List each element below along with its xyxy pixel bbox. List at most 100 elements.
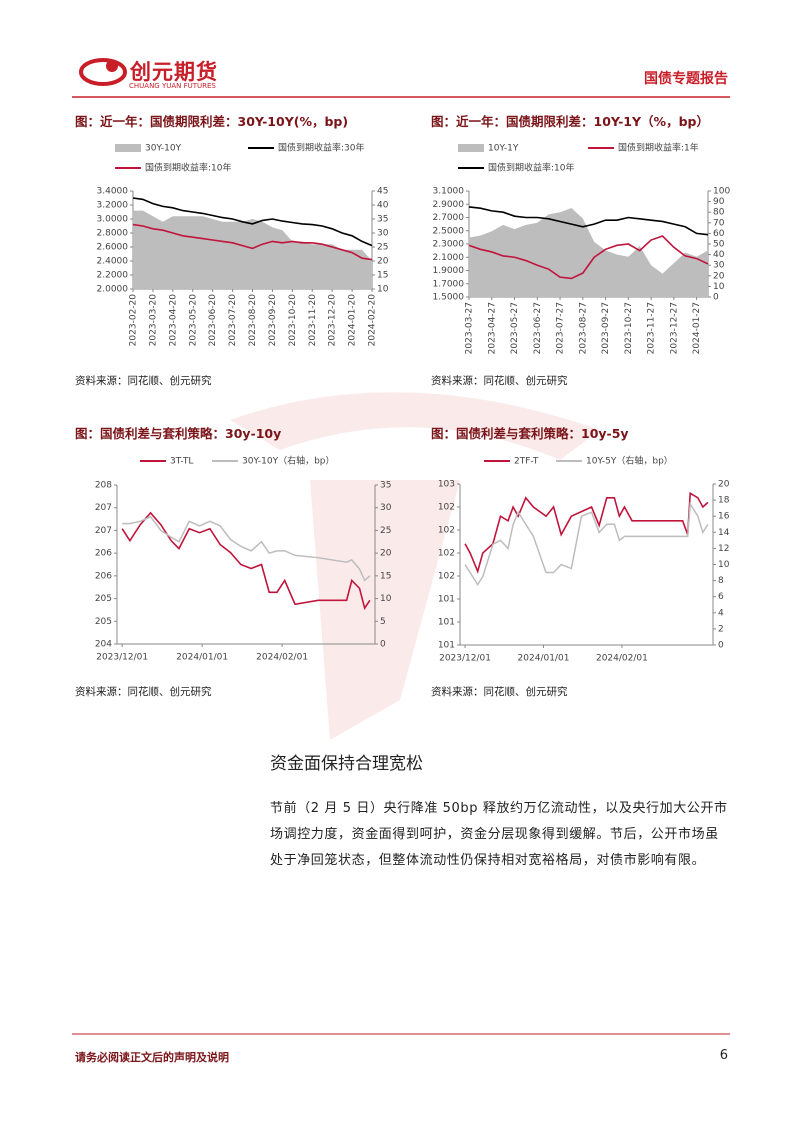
legend-label: 3T-TL (170, 457, 193, 467)
x-tick-label: 2023-04-20 (168, 294, 178, 347)
x-tick-label: 2023-07-27 (556, 302, 566, 354)
y2-tick-label: 35 (377, 215, 388, 225)
y-tick-label: 2.1000 (433, 253, 465, 263)
y2-tick-label: 20 (380, 549, 392, 559)
legend-label: 国债到期收益率:10年 (488, 162, 575, 174)
chart-title: 图：国债利差与套利策略：30y-10y (75, 426, 282, 441)
y-tick-label: 2.8000 (97, 229, 129, 239)
y-tick-label: 206 (95, 549, 112, 559)
x-tick-label: 2023-08-20 (248, 294, 258, 347)
x-tick-label: 2023-06-20 (208, 294, 218, 347)
y-tick-label: 207 (95, 526, 112, 536)
y2-tick-label: 15 (380, 571, 391, 581)
y2-tick-label: 35 (380, 481, 391, 491)
x-tick-label: 2023-05-20 (188, 294, 198, 347)
x-tick-label: 2024/01/01 (518, 654, 570, 664)
line (464, 491, 709, 574)
line (132, 197, 373, 247)
chart-source: 资料来源：同花顺、创元研究 (431, 375, 568, 387)
legend-label: 10Y-1Y (488, 144, 519, 154)
x-tick-label: 2023-05-27 (510, 302, 520, 354)
x-tick-label: 2024/02/01 (256, 653, 308, 663)
page-number: 6 (719, 1048, 728, 1063)
y-tick-label: 205 (95, 594, 112, 604)
x-tick-label: 2023-12-20 (328, 294, 338, 347)
y2-tick-label: 90 (713, 197, 725, 207)
y2-tick-label: 30 (377, 229, 389, 239)
report-type: 国债专题报告 (644, 71, 728, 87)
logo-dot (106, 60, 118, 72)
x-tick-label: 2023/12/01 (96, 653, 148, 663)
y2-tick-label: 5 (380, 617, 386, 627)
y-tick-label: 1.9000 (433, 266, 465, 276)
chart-title: 图：国债利差与套利策略：10y-5y (431, 426, 629, 441)
y2-tick-label: 10 (718, 560, 730, 570)
y-tick-label: 206 (95, 571, 112, 581)
y-tick-label: 2.0000 (97, 285, 129, 295)
x-tick-label: 2023-03-20 (148, 294, 158, 347)
y-tick-label: 101 (438, 618, 455, 628)
y2-tick-label: 0 (713, 293, 719, 303)
line (132, 223, 373, 261)
chart-source: 资料来源：同花顺、创元研究 (75, 686, 212, 698)
y-tick-label: 102 (438, 526, 455, 536)
x-tick-label: 2023-08-27 (578, 302, 588, 354)
y2-tick-label: 40 (377, 201, 389, 211)
line (468, 235, 709, 280)
logo-mark (79, 58, 127, 86)
chart-source: 资料来源：同花顺、创元研究 (431, 686, 568, 698)
x-tick-label: 2024-02-20 (368, 294, 378, 347)
y2-tick-label: 30 (380, 503, 392, 513)
y2-tick-label: 80 (713, 208, 725, 218)
y-tick-label: 208 (95, 481, 112, 491)
y-tick-label: 2.5000 (433, 226, 465, 236)
x-tick-label: 2023-11-27 (647, 302, 657, 354)
line (464, 501, 709, 587)
y-tick-label: 101 (438, 641, 455, 651)
y2-tick-label: 20 (713, 271, 725, 281)
y-tick-label: 102 (438, 503, 455, 513)
section-title: 资金面保持合理宽松 (270, 754, 423, 774)
y2-tick-label: 2 (718, 624, 724, 634)
y-tick-label: 204 (95, 640, 112, 650)
legend-label: 30Y-10Y（右轴，bp） (242, 455, 335, 467)
y2-tick-label: 14 (718, 528, 730, 538)
y-tick-label: 1.7000 (433, 279, 465, 289)
y2-tick-label: 45 (377, 187, 388, 197)
y-tick-label: 2.3000 (433, 240, 465, 250)
y-tick-label: 3.4000 (97, 187, 129, 197)
y2-tick-label: 25 (377, 243, 388, 253)
y2-tick-label: 40 (713, 250, 725, 260)
line (468, 206, 709, 236)
chart-source: 资料来源：同花顺、创元研究 (75, 375, 212, 387)
y2-tick-label: 50 (713, 240, 725, 250)
y2-tick-label: 10 (377, 285, 389, 295)
x-tick-label: 2023-07-20 (228, 294, 238, 347)
legend-label: 2TF-T (514, 457, 539, 467)
x-tick-label: 2024-01-20 (348, 294, 358, 347)
x-tick-label: 2024/02/01 (596, 654, 648, 664)
y2-tick-label: 20 (377, 257, 389, 267)
y2-tick-label: 16 (718, 512, 730, 522)
y2-tick-label: 10 (713, 282, 725, 292)
y-tick-label: 103 (438, 480, 455, 490)
legend-label: 国债到期收益率:1年 (618, 142, 699, 154)
y2-tick-label: 6 (718, 592, 724, 602)
legend-label: 国债到期收益率:10年 (145, 162, 232, 174)
x-tick-label: 2024-01-27 (692, 302, 702, 354)
y2-tick-label: 4 (718, 608, 724, 618)
y2-tick-label: 60 (713, 229, 725, 239)
x-tick-label: 2024/01/01 (176, 653, 228, 663)
x-tick-label: 2023-09-20 (268, 294, 278, 347)
y-tick-label: 3.0000 (97, 215, 129, 225)
y-tick-label: 2.6000 (97, 243, 129, 253)
x-tick-label: 2023-06-27 (533, 302, 543, 354)
x-tick-label: 2023-10-20 (288, 294, 298, 347)
y-tick-label: 101 (438, 595, 455, 605)
legend-label: 30Y-10Y (145, 144, 182, 154)
y-tick-label: 207 (95, 503, 112, 513)
y2-tick-label: 8 (718, 576, 724, 586)
